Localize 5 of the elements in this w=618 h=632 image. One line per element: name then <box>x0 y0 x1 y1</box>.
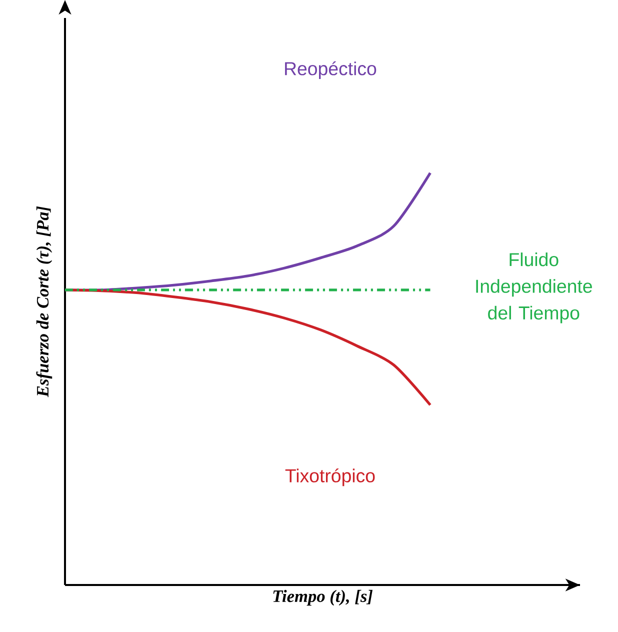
text: Fluido Independiente del Tiempo <box>476 252 592 324</box>
text: Reopéctico <box>285 61 376 79</box>
text: Tixotrópico <box>285 468 375 486</box>
y-axis-title: Esfuerzo de Corte (τ), [Pa] <box>36 206 52 398</box>
x-axis-title: Tiempo (t), [s] <box>273 590 373 606</box>
